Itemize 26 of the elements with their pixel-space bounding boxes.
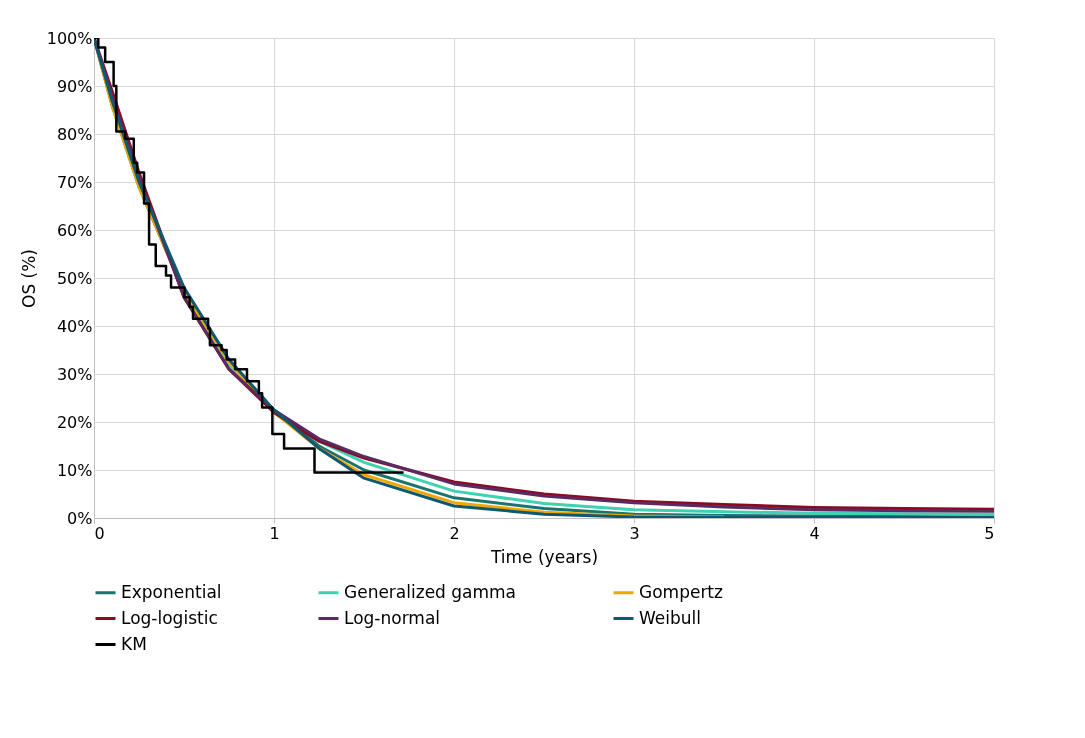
x-axis-title: Time (years) (489, 546, 599, 567)
x-tick-label: 0 (94, 523, 105, 543)
y-tick-label: 80% (56, 124, 93, 144)
legend-label: Generalized gamma (344, 581, 517, 602)
y-tick-label: 20% (56, 412, 93, 432)
x-tick-label: 5 (984, 523, 995, 543)
y-tick-label: 90% (56, 76, 93, 96)
y-tick-label: 100% (46, 28, 93, 48)
legend-label: Exponential (121, 581, 222, 602)
x-tick-label: 3 (629, 523, 640, 543)
y-tick-label: 10% (56, 460, 93, 480)
y-tick-label: 40% (56, 316, 93, 336)
y-tick-label: 0% (67, 508, 93, 528)
x-tick-label: 1 (269, 523, 280, 543)
y-tick-label: 30% (56, 364, 93, 384)
legend-label: KM (121, 633, 147, 654)
y-tick-label: 50% (56, 268, 93, 288)
legend-label: Weibull (639, 607, 702, 628)
x-tick-label: 4 (809, 523, 820, 543)
y-tick-label: 70% (56, 172, 93, 192)
legend-label: Log-logistic (121, 607, 218, 628)
x-tick-label: 2 (449, 523, 460, 543)
legend-label: Log-normal (344, 607, 441, 628)
legend-label: Gompertz (639, 581, 724, 602)
y-axis-title: OS (%) (18, 249, 39, 308)
y-tick-label: 60% (56, 220, 93, 240)
